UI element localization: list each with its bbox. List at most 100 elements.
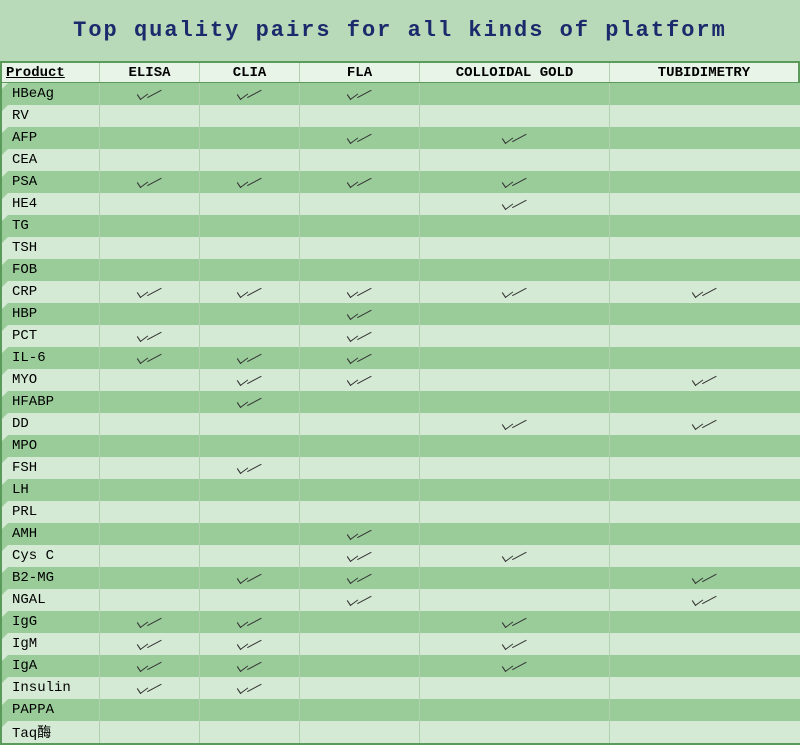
check-icon — [138, 175, 162, 189]
gold-cell — [420, 215, 610, 237]
gold-cell — [420, 413, 610, 435]
elisa-cell — [100, 347, 200, 369]
elisa-cell — [100, 545, 200, 567]
table-row: FSH — [0, 457, 800, 479]
check-icon — [238, 681, 262, 695]
product-cell: FOB — [0, 259, 100, 281]
check-icon — [138, 87, 162, 101]
clia-cell — [200, 523, 300, 545]
table-row: PSA — [0, 171, 800, 193]
gold-cell — [420, 303, 610, 325]
check-icon — [238, 351, 262, 365]
table-header-row: Product ELISA CLIA FLA COLLOIDAL GOLD TU… — [0, 61, 800, 83]
check-icon — [138, 329, 162, 343]
elisa-cell — [100, 435, 200, 457]
elisa-cell — [100, 391, 200, 413]
tubi-cell — [610, 369, 800, 391]
check-icon — [503, 175, 527, 189]
fla-cell — [300, 677, 420, 699]
gold-cell — [420, 699, 610, 721]
table-row: IL-6 — [0, 347, 800, 369]
gold-cell — [420, 347, 610, 369]
check-icon — [238, 637, 262, 651]
elisa-cell — [100, 303, 200, 325]
tubi-cell — [610, 281, 800, 303]
tubi-cell — [610, 83, 800, 105]
table-row: Cys C — [0, 545, 800, 567]
product-cell: FSH — [0, 457, 100, 479]
cell-corner-icon — [2, 259, 8, 265]
cell-corner-icon — [2, 413, 8, 419]
clia-cell — [200, 259, 300, 281]
check-icon — [138, 681, 162, 695]
table-row: HFABP — [0, 391, 800, 413]
product-label: AFP — [12, 130, 37, 146]
clia-cell — [200, 237, 300, 259]
tubi-cell — [610, 545, 800, 567]
product-label: AMH — [12, 526, 37, 542]
clia-cell — [200, 105, 300, 127]
product-label: PAPPA — [12, 702, 54, 718]
check-icon — [238, 373, 262, 387]
table-row: NGAL — [0, 589, 800, 611]
tubi-cell — [610, 303, 800, 325]
elisa-cell — [100, 259, 200, 281]
fla-cell — [300, 589, 420, 611]
tubi-cell — [610, 655, 800, 677]
product-label: MYO — [12, 372, 37, 388]
product-label: TSH — [12, 240, 37, 256]
clia-cell — [200, 281, 300, 303]
cell-corner-icon — [2, 237, 8, 243]
fla-cell — [300, 83, 420, 105]
cell-corner-icon — [2, 501, 8, 507]
fla-cell — [300, 193, 420, 215]
tubi-cell — [610, 567, 800, 589]
tubi-cell — [610, 523, 800, 545]
cell-corner-icon — [2, 325, 8, 331]
check-icon — [138, 285, 162, 299]
check-icon — [238, 659, 262, 673]
elisa-cell — [100, 413, 200, 435]
table-row: LH — [0, 479, 800, 501]
cell-corner-icon — [2, 677, 8, 683]
fla-cell — [300, 303, 420, 325]
table-row: IgA — [0, 655, 800, 677]
check-icon — [693, 285, 717, 299]
gold-cell — [420, 149, 610, 171]
check-icon — [238, 395, 262, 409]
check-icon — [693, 417, 717, 431]
product-label: IgA — [12, 658, 37, 674]
col-header-elisa: ELISA — [100, 63, 200, 82]
gold-cell — [420, 677, 610, 699]
gold-cell — [420, 325, 610, 347]
cell-corner-icon — [2, 127, 8, 133]
col-header-product: Product — [0, 63, 100, 82]
check-icon — [238, 461, 262, 475]
cell-corner-icon — [2, 545, 8, 551]
table-row: MYO — [0, 369, 800, 391]
table-row: CRP — [0, 281, 800, 303]
tubi-cell — [610, 215, 800, 237]
cell-corner-icon — [2, 611, 8, 617]
tubi-cell — [610, 457, 800, 479]
clia-cell — [200, 347, 300, 369]
check-icon — [238, 87, 262, 101]
fla-cell — [300, 325, 420, 347]
check-icon — [503, 197, 527, 211]
product-label: MPO — [12, 438, 37, 454]
elisa-cell — [100, 325, 200, 347]
product-cell: TG — [0, 215, 100, 237]
table-body: HBeAgRVAFPCEAPSAHE4TGTSHFOBCRPHBPPCTIL-6… — [0, 83, 800, 745]
fla-cell — [300, 721, 420, 743]
tubi-cell — [610, 259, 800, 281]
product-cell: DD — [0, 413, 100, 435]
clia-cell — [200, 435, 300, 457]
check-icon — [138, 615, 162, 629]
check-icon — [348, 307, 372, 321]
clia-cell — [200, 655, 300, 677]
tubi-cell — [610, 105, 800, 127]
product-label: HBeAg — [12, 86, 54, 102]
product-label: TG — [12, 218, 29, 234]
fla-cell — [300, 347, 420, 369]
tubi-cell — [610, 193, 800, 215]
